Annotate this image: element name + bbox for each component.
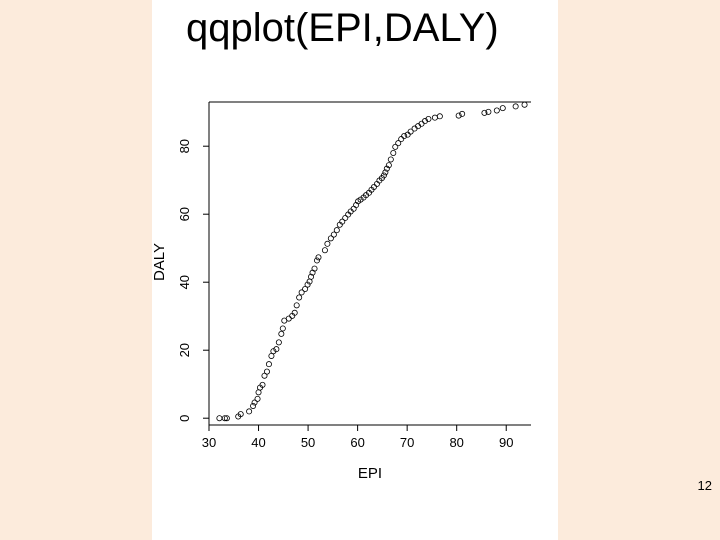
data-point — [298, 289, 305, 296]
data-point — [455, 112, 462, 119]
data-point — [353, 202, 360, 209]
data-point — [401, 132, 408, 139]
y-tick-label: 40 — [177, 275, 192, 289]
data-point — [250, 402, 257, 409]
data-point — [311, 265, 318, 272]
data-point — [259, 381, 266, 388]
y-axis-label: DALY — [151, 243, 168, 281]
data-point — [485, 108, 492, 115]
data-point — [315, 254, 322, 261]
data-point — [254, 395, 261, 402]
data-point — [357, 196, 364, 203]
y-tick-label: 80 — [177, 139, 192, 153]
data-point — [327, 235, 334, 242]
data-point — [330, 231, 337, 238]
data-point — [246, 408, 253, 415]
data-point — [324, 240, 331, 247]
y-tick-label: 60 — [177, 207, 192, 221]
data-point — [339, 218, 346, 225]
data-point — [308, 273, 315, 280]
x-axis-label: EPI — [358, 465, 382, 482]
x-tick-label: 90 — [499, 435, 513, 450]
data-point — [407, 128, 414, 135]
x-tick-label: 30 — [202, 435, 216, 450]
x-tick-label: 70 — [400, 435, 414, 450]
data-point — [425, 116, 432, 123]
data-point — [251, 399, 258, 406]
data-point — [404, 131, 411, 138]
data-point — [221, 415, 228, 422]
data-point — [223, 415, 230, 422]
data-point — [304, 281, 311, 288]
data-point — [382, 169, 389, 176]
data-point — [293, 302, 300, 309]
data-point — [278, 330, 285, 337]
x-tick-label: 80 — [449, 435, 463, 450]
data-point — [321, 247, 328, 254]
x-tick-label: 50 — [301, 435, 315, 450]
data-point — [302, 285, 309, 292]
data-point — [370, 183, 377, 190]
data-point — [481, 109, 488, 116]
data-point — [387, 156, 394, 163]
data-point — [390, 149, 397, 156]
slide-title: qqplot(EPI,DALY) — [186, 6, 499, 50]
plot-points — [216, 101, 528, 422]
data-point — [216, 415, 223, 422]
plot-axes: 30 40 50 60 70 80 90 0 20 40 60 80 — [177, 101, 531, 450]
x-tick-label: 60 — [350, 435, 364, 450]
data-point — [385, 162, 392, 169]
data-point — [395, 140, 402, 147]
data-point — [436, 113, 443, 120]
x-tick-label: 40 — [251, 435, 265, 450]
data-point — [291, 309, 298, 316]
data-point — [275, 339, 282, 346]
data-point — [493, 107, 500, 114]
data-point — [263, 368, 270, 375]
data-point — [383, 165, 390, 172]
page-number: 12 — [697, 478, 712, 493]
data-point — [342, 214, 349, 221]
data-point — [380, 172, 387, 179]
data-point — [270, 348, 277, 355]
data-point — [459, 110, 466, 117]
data-point — [333, 227, 340, 234]
data-point — [279, 325, 286, 332]
data-point — [499, 105, 506, 112]
data-point — [313, 257, 320, 264]
data-point — [398, 136, 405, 143]
data-point — [237, 411, 244, 418]
data-point — [521, 101, 528, 108]
y-tick-label: 0 — [177, 415, 192, 422]
data-point — [431, 114, 438, 121]
data-point — [512, 103, 519, 110]
data-point — [265, 361, 272, 368]
y-tick-label: 20 — [177, 343, 192, 357]
data-point — [392, 143, 399, 150]
slide-content-panel — [152, 0, 558, 540]
data-point — [273, 346, 280, 353]
data-point — [296, 294, 303, 301]
data-point — [285, 315, 292, 322]
data-point — [421, 118, 428, 125]
